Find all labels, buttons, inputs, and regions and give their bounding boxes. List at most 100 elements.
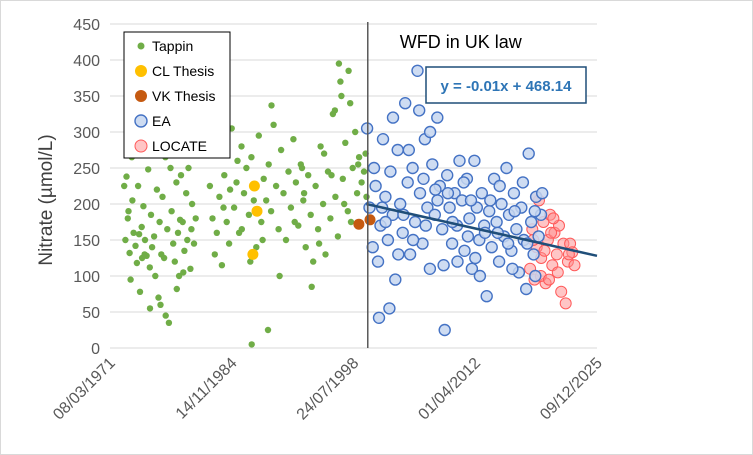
data-point-tappin (291, 218, 298, 226)
data-point-tappin (124, 215, 131, 222)
data-point-tappin (226, 186, 234, 193)
data-point-ea (401, 176, 414, 189)
data-point-tappin (355, 161, 362, 168)
y-tick-label: 200 (73, 197, 100, 214)
data-point-tappin (352, 128, 359, 136)
data-point-ea (527, 248, 540, 261)
data-point-ea (413, 186, 427, 200)
data-point-tappin (171, 258, 178, 265)
data-point-ea (441, 186, 455, 200)
data-point-ea (484, 194, 497, 207)
data-point-ea (403, 248, 417, 261)
data-point-tappin (360, 168, 368, 175)
data-point-tappin (192, 215, 199, 222)
legend-marker (135, 65, 147, 77)
data-point-tappin (183, 190, 190, 197)
data-point-ea (423, 125, 437, 139)
data-point-ea (426, 158, 439, 171)
x-tick-label: 14/11/1984 (173, 355, 241, 423)
data-point-tappin (167, 164, 174, 172)
data-point-ea (453, 154, 466, 168)
data-point-ea (371, 255, 385, 268)
data-point-tappin (267, 208, 275, 215)
data-point-ea (475, 186, 488, 200)
data-point-tappin (206, 182, 214, 190)
data-point-ea (525, 215, 538, 229)
legend-label: LOCATE (152, 138, 207, 154)
data-point-ea (431, 111, 444, 124)
data-point-tappin (121, 182, 128, 190)
data-point-ea (520, 282, 533, 296)
data-point-tappin (312, 182, 319, 190)
data-point-tappin (334, 233, 342, 240)
data-point-tappin (127, 276, 134, 283)
data-point-tappin (130, 229, 137, 236)
data-point-locate (568, 259, 581, 272)
legend-marker (134, 139, 148, 153)
data-point-tappin (138, 223, 145, 231)
data-point-tappin (248, 341, 255, 348)
data-point-tappin (327, 215, 334, 222)
data-point-cl-thesis (248, 180, 260, 192)
legend: Tappin CL Thesis VK Thesis EA LOCATE (123, 31, 231, 159)
data-point-ea (445, 237, 459, 250)
data-point-tappin (126, 249, 133, 257)
data-point-tappin (315, 240, 323, 247)
data-point-tappin (355, 154, 363, 161)
data-point-tappin (259, 236, 266, 244)
data-point-tappin (363, 193, 370, 200)
data-point-ea (473, 269, 487, 283)
data-point-tappin (322, 251, 329, 258)
data-point-tappin (234, 157, 241, 164)
legend-marker (134, 114, 148, 128)
data-point-tappin (155, 294, 162, 301)
data-point-ea (437, 259, 450, 272)
x-tick-label: 08/03/1971 (50, 355, 119, 424)
data-point-tappin (156, 218, 163, 226)
data-point-tappin (140, 203, 147, 210)
data-point-tappin (285, 168, 292, 175)
data-point-ea (389, 273, 402, 286)
data-point-tappin (277, 146, 285, 154)
data-point-ea (490, 215, 503, 229)
data-point-tappin (218, 262, 226, 269)
data-point-tappin (176, 216, 184, 223)
data-point-tappin (320, 150, 328, 157)
data-point-tappin (345, 67, 352, 75)
data-point-tappin (287, 204, 295, 211)
data-point-tappin (177, 172, 185, 179)
data-point-tappin (264, 326, 272, 334)
y-tick-label: 100 (73, 269, 100, 286)
data-point-tappin (165, 319, 173, 326)
data-point-tappin (331, 107, 339, 114)
data-point-ea (493, 179, 506, 193)
data-point-tappin (225, 240, 233, 247)
data-point-tappin (349, 164, 356, 172)
data-point-tappin (221, 172, 228, 179)
data-point-ea (372, 311, 386, 324)
data-point-tappin (353, 190, 361, 197)
data-point-tappin (338, 92, 345, 100)
data-point-tappin (341, 200, 348, 208)
data-point-tappin (173, 179, 180, 186)
legend-label: Tappin (152, 38, 193, 54)
data-point-ea (366, 240, 379, 254)
data-point-tappin (170, 240, 177, 247)
data-point-ea (438, 323, 451, 337)
trendline-equation: y = -0.01x + 468.14 (441, 78, 573, 95)
data-point-ea (431, 194, 444, 207)
data-point-tappin (141, 236, 149, 244)
data-point-tappin (280, 190, 287, 197)
data-point-tappin (173, 285, 180, 293)
data-point-ea (516, 176, 530, 189)
data-point-ea (417, 172, 430, 186)
data-point-tappin (238, 143, 245, 150)
data-point-ea (394, 197, 407, 211)
data-point-tappin (282, 236, 290, 244)
y-tick-labels: 0 50 100 150 200 250 300 350 400 450 (73, 17, 100, 358)
data-point-tappin (157, 301, 164, 308)
data-point-locate (543, 273, 555, 286)
data-point-tappin (185, 164, 192, 172)
legend-label: EA (152, 113, 171, 129)
